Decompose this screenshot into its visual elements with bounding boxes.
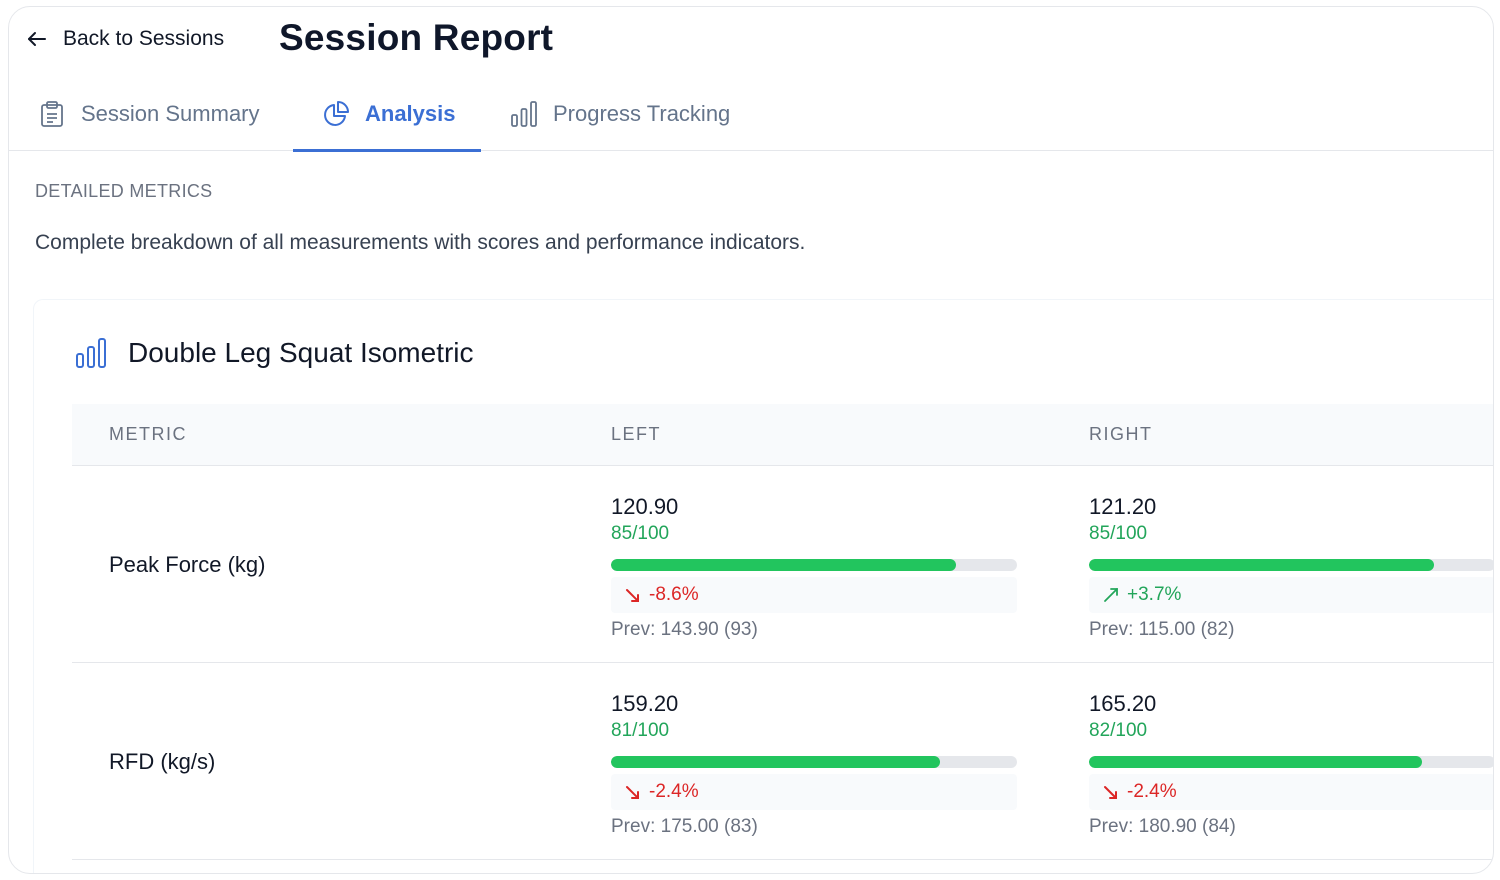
change-value: -2.4% [1127,781,1177,802]
header: Back to Sessions Session Report [9,7,1493,69]
page-title: Session Report [279,17,554,58]
metrics-table: METRIC LEFT RIGHT Peak Force (kg) 120.90… [72,404,1493,860]
trend-down-icon [1104,786,1117,799]
score-bar-fill [1089,756,1422,768]
change-indicator: +3.7% [1089,577,1493,613]
bar-chart-icon [76,338,106,368]
metric-name: Peak Force (kg) [109,552,266,577]
score-label: 85/100 [611,523,670,544]
column-header-left: LEFT [611,424,662,444]
score-bar [611,559,1017,571]
change-indicator: -2.4% [611,774,1017,810]
previous-value: Prev: 180.90 (84) [1089,816,1236,837]
tab-label: Session Summary [81,101,260,126]
change-indicator: -2.4% [1089,774,1493,810]
tab-bar: Session Summary Analysis Progress Tracki… [9,77,1493,152]
score-label: 82/100 [1089,720,1148,741]
table-header: METRIC LEFT RIGHT [72,404,1493,466]
table-row: RFD (kg/s) 159.20 81/100 -2.4% Prev: 175… [72,663,1493,860]
trend-down-icon [626,786,639,799]
score-bar [1089,756,1493,768]
bar-chart-icon [511,101,537,127]
clipboard-icon [41,101,63,127]
card-header: Double Leg Squat Isometric [74,336,474,370]
trend-down-icon [626,589,639,602]
left-value-cell: 120.90 85/100 -8.6% Prev: 143.90 (93) [611,494,1017,641]
table-row: Peak Force (kg) 120.90 85/100 -8.6% Prev… [72,466,1493,663]
card-title: Double Leg Squat Isometric [128,337,474,368]
tab-label: Analysis [365,101,456,126]
change-value: -2.4% [649,781,699,802]
tab-analysis[interactable]: Analysis [293,77,481,152]
metrics-card: Double Leg Squat Isometric METRIC LEFT R… [33,299,1493,873]
tab-progress-tracking[interactable]: Progress Tracking [509,77,730,151]
metric-value: 159.20 [611,691,679,716]
arrow-left-icon [28,32,46,46]
tab-session-summary[interactable]: Session Summary [37,77,260,151]
section-label: DETAILED METRICS [35,181,213,201]
change-value: -8.6% [649,584,699,605]
score-label: 81/100 [611,720,670,741]
previous-value: Prev: 115.00 (82) [1089,619,1235,640]
column-header-right: RIGHT [1089,424,1153,444]
metric-value: 121.20 [1089,494,1157,519]
left-value-cell: 159.20 81/100 -2.4% Prev: 175.00 (83) [611,691,1017,838]
score-bar-fill [611,756,940,768]
back-to-sessions-link[interactable]: Back to Sessions [25,27,224,51]
previous-value: Prev: 175.00 (83) [611,816,758,837]
back-link-label: Back to Sessions [63,27,225,50]
previous-value: Prev: 143.90 (93) [611,619,758,640]
pie-chart-icon [324,101,349,126]
tab-label: Progress Tracking [553,101,731,126]
change-value: +3.7% [1127,584,1182,605]
trend-up-icon [1104,588,1118,602]
column-header-metric: METRIC [109,424,187,444]
score-bar [1089,559,1493,571]
right-value-cell: 121.20 85/100 +3.7% Prev: 115.00 (82) [1089,494,1493,641]
right-value-cell: 165.20 82/100 -2.4% Prev: 180.90 (84) [1089,691,1493,838]
metric-value: 120.90 [611,494,679,519]
score-bar [611,756,1017,768]
change-indicator: -8.6% [611,577,1017,613]
metric-name: RFD (kg/s) [109,749,216,774]
score-label: 85/100 [1089,523,1148,544]
section-description: Complete breakdown of all measurements w… [35,231,806,254]
metric-value: 165.20 [1089,691,1157,716]
score-bar-fill [611,559,957,571]
app-window: Back to Sessions Session Report Session … [8,6,1494,874]
score-bar-fill [1089,559,1435,571]
